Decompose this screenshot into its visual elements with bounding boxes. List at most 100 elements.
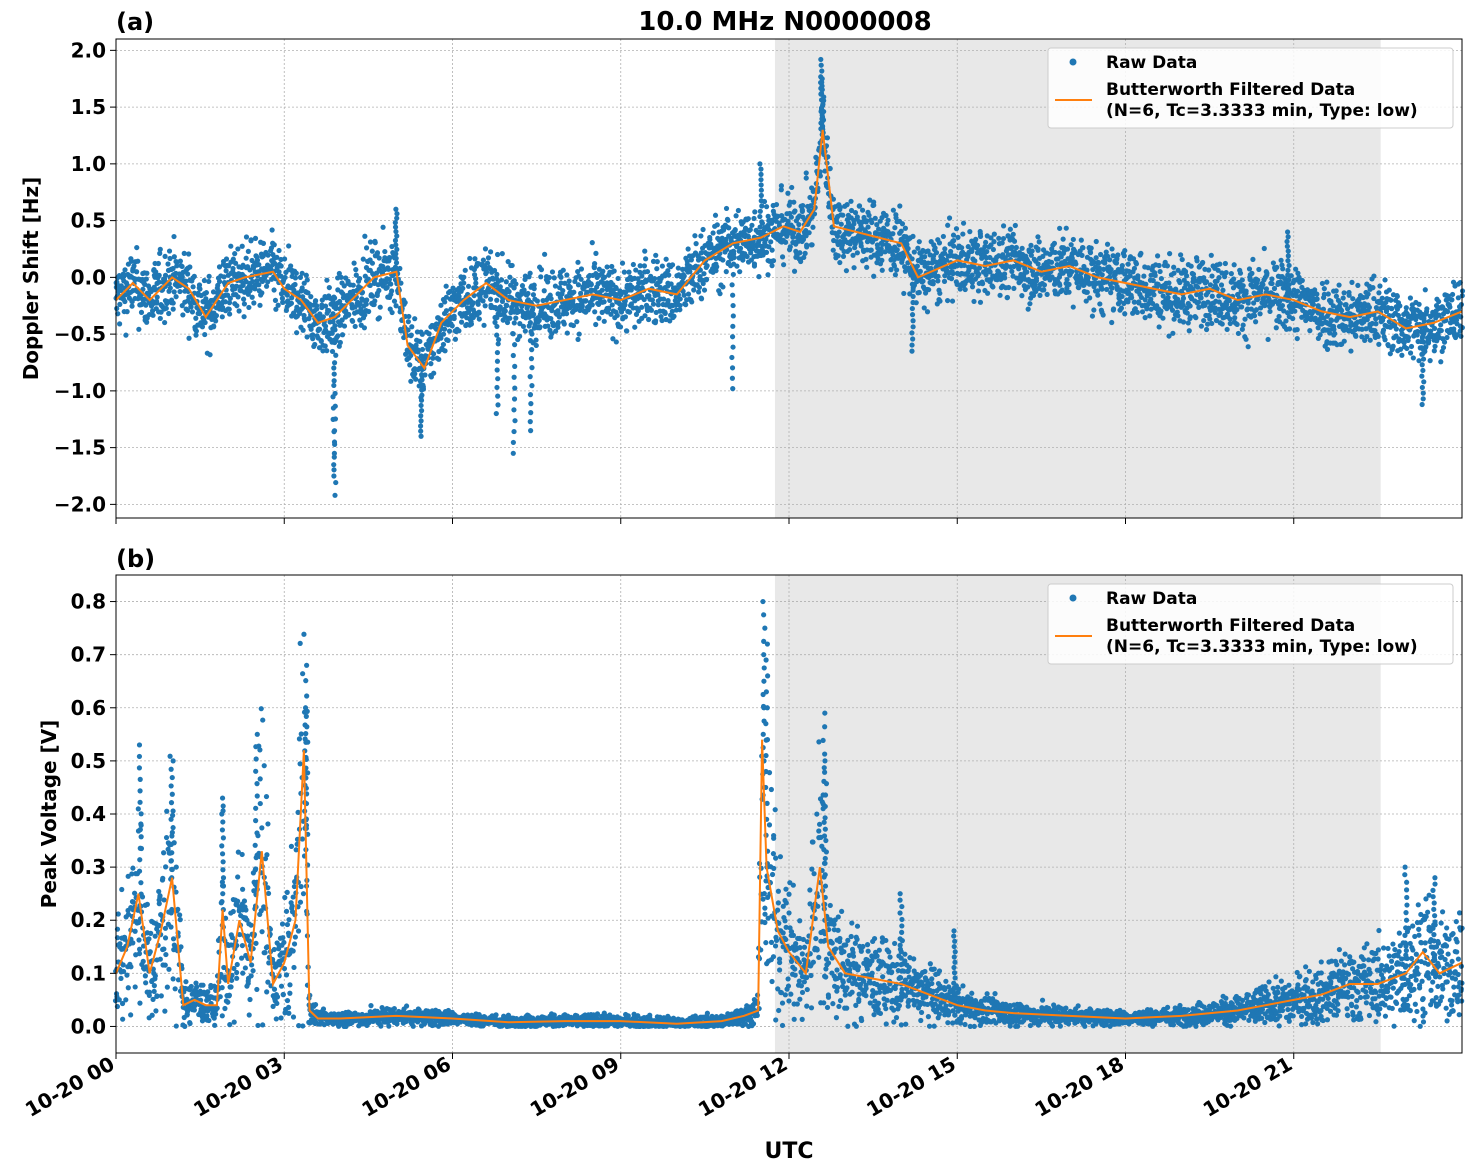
raw-data-point [233, 283, 240, 289]
raw-data-point [174, 263, 180, 269]
raw-data-point [1333, 288, 1339, 294]
raw-data-spike-point [1285, 272, 1291, 278]
raw-data-point [549, 269, 556, 275]
legend-raw-marker [1069, 58, 1077, 66]
raw-data-point [1179, 256, 1185, 263]
raw-data-point [630, 261, 636, 268]
raw-data-point [902, 225, 908, 231]
raw-data-point [1290, 315, 1296, 322]
raw-data-point [1019, 245, 1025, 251]
raw-data-point [329, 330, 335, 336]
raw-data-point [213, 318, 219, 324]
raw-data-point [305, 290, 311, 296]
raw-data-point [751, 215, 757, 222]
panel-a-label: (a) [116, 8, 154, 36]
raw-data-point [1107, 257, 1113, 263]
raw-data-point [152, 973, 158, 979]
raw-data-point [593, 321, 599, 328]
raw-data-point [703, 277, 709, 283]
raw-data-point [393, 303, 399, 309]
raw-data-point [265, 821, 271, 827]
raw-data-point [1035, 247, 1041, 253]
raw-data-point [206, 273, 212, 279]
raw-data-spike-point [1420, 350, 1426, 357]
raw-data-point [248, 237, 254, 243]
raw-data-point [130, 899, 136, 905]
raw-data-point [263, 283, 270, 289]
raw-data-spike-point [418, 408, 425, 414]
raw-data-spike-point [1419, 362, 1425, 368]
raw-data-point [720, 284, 726, 290]
raw-data-point [1100, 312, 1106, 318]
raw-data-point [1438, 327, 1444, 334]
raw-data-point [871, 273, 877, 279]
raw-data-spike-point [418, 372, 425, 378]
raw-data-point [268, 248, 274, 254]
raw-data-point [1207, 282, 1214, 288]
raw-data-point [206, 1017, 212, 1024]
raw-data-point [202, 319, 208, 326]
raw-data-point [377, 304, 383, 310]
raw-data-point [1070, 304, 1076, 310]
raw-data-point [426, 331, 432, 337]
raw-data-point [1286, 326, 1293, 332]
raw-data-point [268, 266, 274, 272]
raw-data-point [163, 864, 169, 870]
raw-data-point [1131, 299, 1137, 305]
raw-data-point [714, 264, 720, 270]
raw-data-point [517, 321, 523, 327]
raw-data-point [130, 865, 136, 871]
raw-data-spike-point [730, 386, 736, 392]
raw-data-point [695, 289, 702, 295]
raw-data-spike-point [392, 220, 398, 226]
raw-data-point [1438, 359, 1444, 365]
raw-data-point [201, 277, 207, 284]
raw-data-point [1348, 348, 1354, 354]
raw-data-point [281, 256, 288, 262]
raw-data-spike-point [528, 356, 535, 362]
raw-data-point [337, 339, 343, 346]
raw-data-point [1270, 260, 1276, 266]
raw-data-point [854, 250, 860, 256]
y-tick-label: 2.0 [71, 38, 106, 62]
raw-data-point [770, 258, 777, 264]
raw-data-point [1198, 295, 1204, 301]
raw-data-point [723, 205, 730, 212]
raw-data-spike-point [909, 281, 916, 287]
raw-data-point [922, 254, 928, 260]
raw-data-point [259, 290, 265, 296]
raw-data-point [282, 274, 288, 281]
raw-data-point [170, 936, 177, 942]
raw-data-spike-point [527, 338, 534, 344]
raw-data-point [689, 299, 695, 305]
raw-data-point [763, 249, 770, 255]
raw-data-point [1121, 253, 1127, 259]
raw-data-point [1336, 282, 1342, 288]
raw-data-point [264, 989, 270, 995]
raw-data-point [960, 220, 967, 226]
raw-data-point [468, 321, 475, 327]
raw-data-point [1089, 313, 1096, 319]
raw-data-point [167, 285, 173, 291]
raw-data-spike-point [393, 260, 400, 266]
raw-data-spike-point [1420, 367, 1426, 374]
raw-data-point [1235, 330, 1242, 337]
raw-data-point [1164, 263, 1171, 269]
raw-data-spike-point [419, 377, 425, 383]
raw-data-point [320, 348, 326, 354]
raw-data-point [408, 352, 414, 359]
raw-data-point [872, 215, 878, 221]
raw-data-spike-point [909, 305, 915, 312]
raw-data-point [363, 245, 370, 251]
raw-data-point [502, 308, 508, 314]
raw-data-point [1380, 329, 1386, 335]
raw-data-point [226, 306, 232, 312]
raw-data-point [289, 295, 295, 301]
raw-data-point [167, 255, 173, 262]
raw-data-spike-point [393, 255, 399, 261]
raw-data-point [336, 270, 342, 277]
raw-data-point [1115, 252, 1121, 258]
raw-data-point [564, 330, 570, 336]
raw-data-point [879, 257, 885, 263]
raw-data-point [157, 315, 163, 322]
